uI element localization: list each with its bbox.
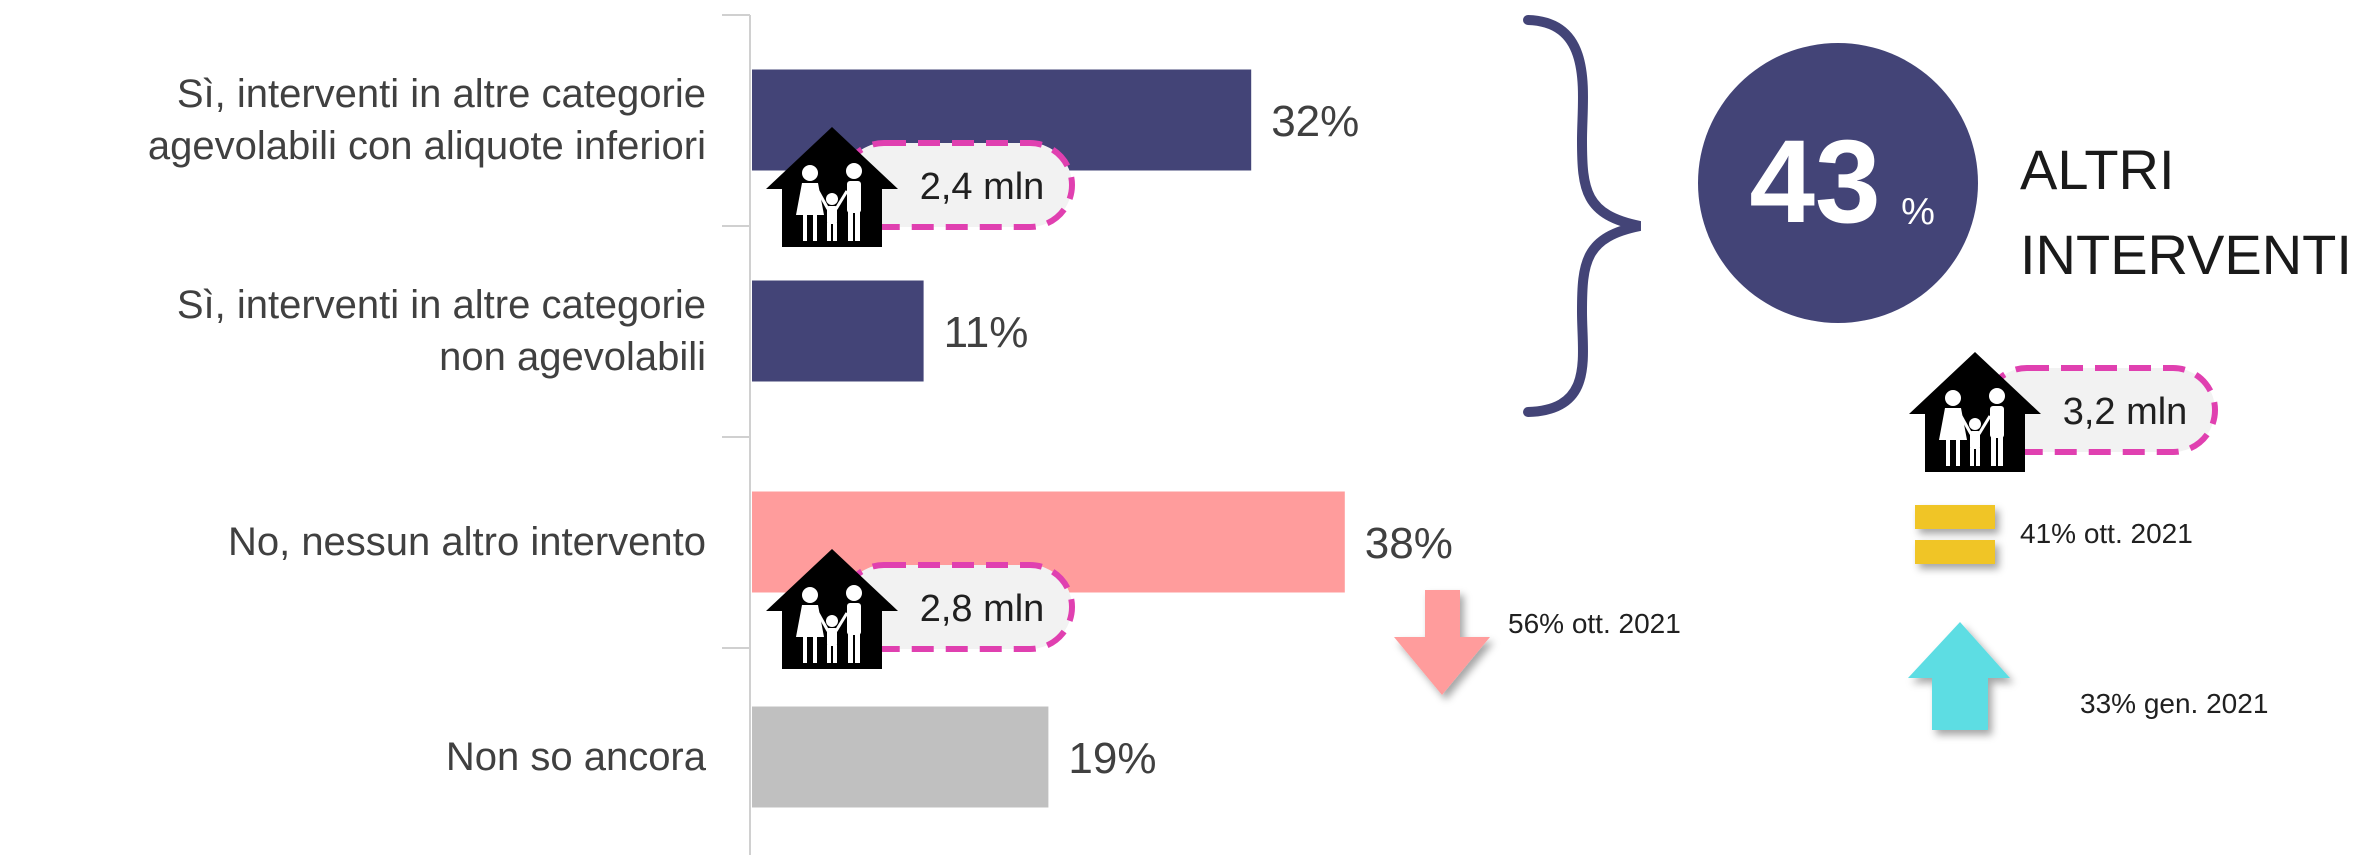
down-arrow-icon (1394, 590, 1490, 695)
axis-ticks (722, 14, 750, 649)
household-badges-group: 2,4 mln 2,8 mln (764, 125, 1075, 671)
category-label: Non so ancora (445, 735, 706, 779)
bar-value-label: 11% (944, 308, 1029, 357)
bar-value-label: 19% (1068, 734, 1156, 783)
household-badge: 3,2 mln (1907, 350, 2218, 474)
bar (752, 706, 1049, 808)
summary-value: 43 (1749, 116, 1880, 248)
household-badge: 2,4 mln (764, 125, 1075, 249)
category-label: Sì, interventi in altre categorie agevol… (147, 72, 706, 168)
household-count-label: 2,8 mln (920, 588, 1045, 630)
value-labels-group: 32% 11% 38% 19% (944, 97, 1453, 783)
bar (752, 280, 924, 382)
up-comparison-text: 33% gen. 2021 (2080, 688, 2269, 719)
category-label: No, nessun altro intervento (227, 520, 706, 564)
summary-household-badge: 3,2 mln (1907, 350, 2218, 474)
summary-title-line2: INTERVENTI (2020, 223, 2352, 286)
up-arrow-icon (1908, 622, 2010, 730)
summary-unit: % (1901, 191, 1935, 233)
summary-title-line1: ALTRI (2020, 138, 2175, 201)
bar-value-label: 32% (1271, 97, 1359, 146)
household-badge: 2,8 mln (764, 547, 1075, 671)
summary-circle (1698, 43, 1978, 323)
curly-brace (1523, 15, 1642, 417)
equal-sign-icon (1915, 505, 1995, 564)
no-intervention-comparison-text: 56% ott. 2021 (1508, 608, 1681, 639)
equal-comparison-text: 41% ott. 2021 (2020, 518, 2193, 549)
household-count-label: 2,4 mln (920, 166, 1045, 208)
bar-value-label: 38% (1365, 519, 1453, 568)
household-count-label: 3,2 mln (2063, 391, 2188, 433)
category-label: Sì, interventi in altre categorie non ag… (176, 283, 706, 379)
